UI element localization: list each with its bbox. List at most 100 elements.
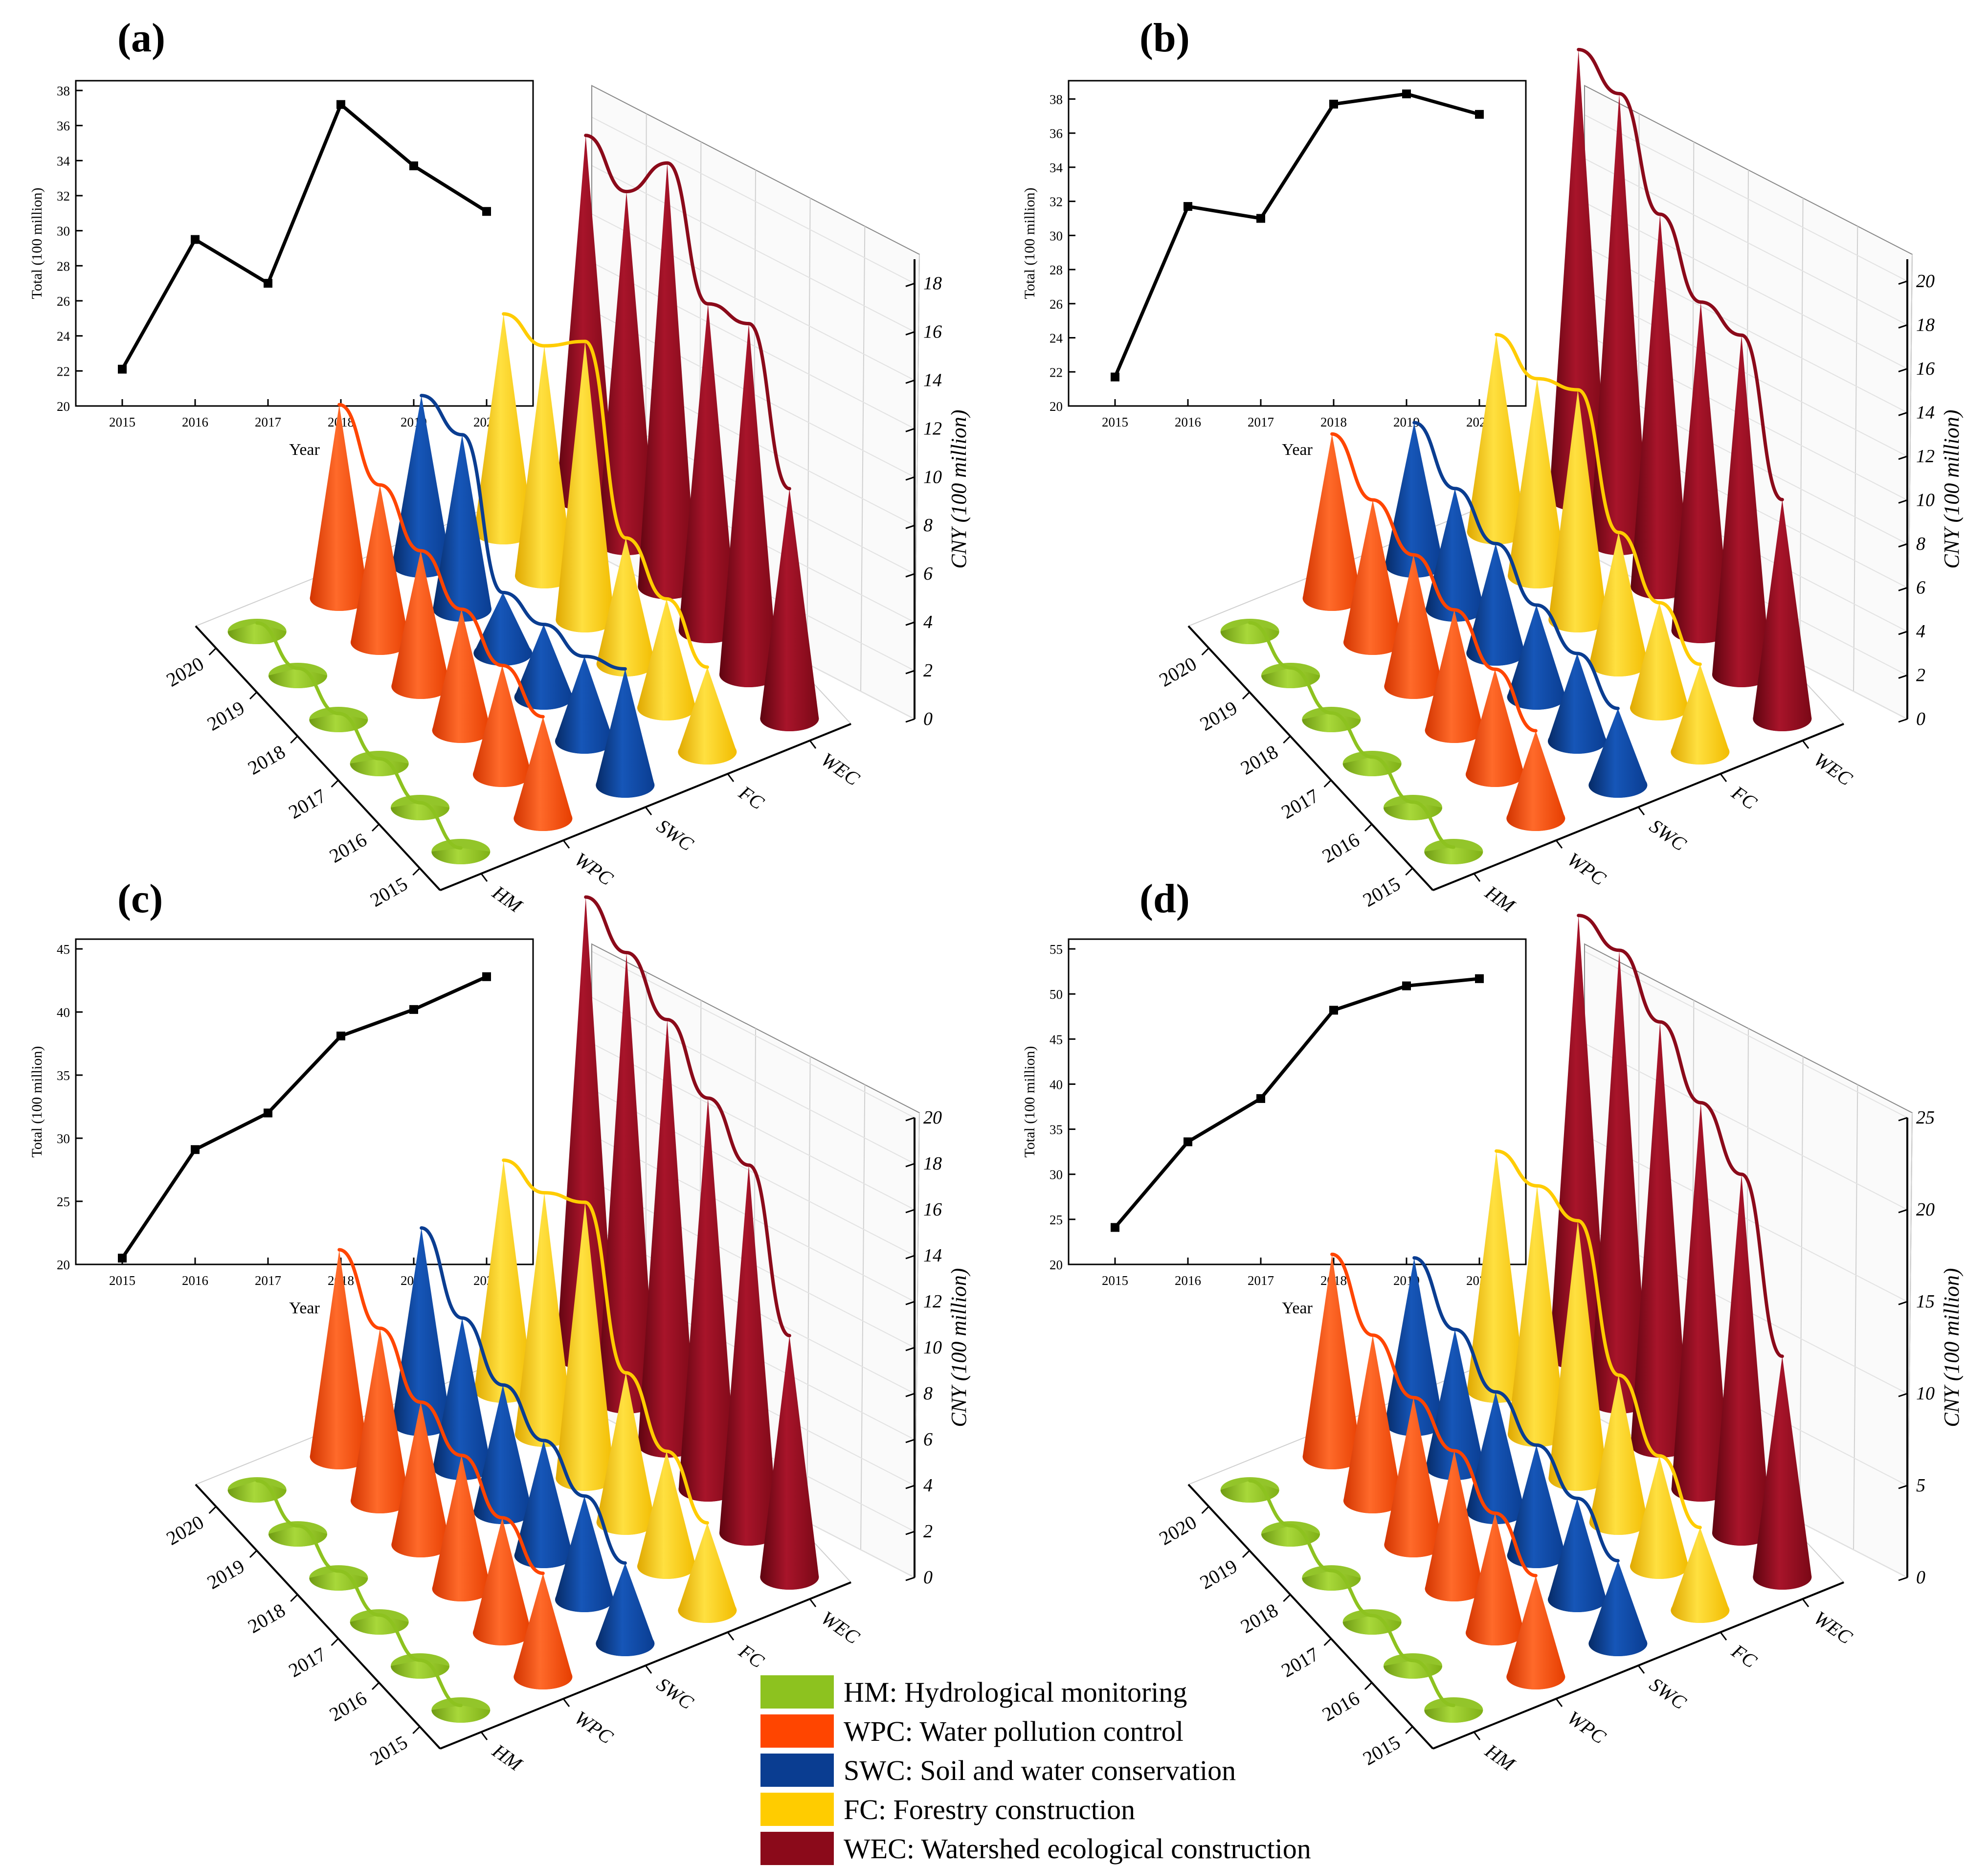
y-tick-label: 20: [1050, 399, 1063, 414]
cone-wpc-2019: [351, 1328, 409, 1513]
ridge-line-wpc: [1330, 1252, 1538, 1577]
inset-frame: [75, 80, 534, 407]
year-tick-label: 2015: [366, 873, 411, 911]
category-tick-label: WEC: [817, 1607, 864, 1649]
ridge-line-wec: [1577, 47, 1784, 501]
z-tick: [1898, 1485, 1908, 1489]
z-tick-label: 18: [923, 1153, 942, 1174]
panel-label: (a): [117, 15, 165, 61]
category-tick: [1720, 1632, 1727, 1641]
z-tick: [905, 1393, 915, 1397]
total-point: [1111, 1223, 1119, 1232]
cone-wpc-2016: [473, 665, 532, 787]
cone-body: [597, 191, 656, 555]
year-tick-label: 2018: [244, 741, 289, 779]
cone-body: [596, 669, 655, 798]
category-tick-label: WPC: [1564, 848, 1610, 890]
cone-body: [1466, 1392, 1525, 1524]
cone-body: [638, 1019, 697, 1458]
year-tick: [1201, 647, 1209, 656]
cone-body: [1425, 1451, 1484, 1601]
y-tick-label: 30: [1050, 228, 1063, 243]
z-tick: [905, 573, 915, 578]
cone-body: [351, 485, 409, 655]
cone-body: [1548, 653, 1607, 754]
z-tick: [1898, 543, 1908, 548]
z-tick: [1898, 280, 1908, 285]
cone-wpc-2019: [351, 485, 409, 655]
category-tick: [727, 1632, 735, 1641]
year-tick: [331, 1638, 339, 1646]
category-tick-label: SWC: [1646, 815, 1691, 856]
cone-hm-2019: [1261, 1521, 1320, 1547]
z-tick: [905, 1439, 915, 1443]
year-tick-label: 2017: [1277, 785, 1322, 823]
cone-body: [1548, 1498, 1607, 1612]
cone-hm-2017: [350, 1609, 409, 1635]
z-tick-label: 4: [923, 1475, 933, 1496]
cone-fc-2020: [474, 314, 533, 544]
z-tick: [1898, 1117, 1908, 1122]
category-tick: [1637, 807, 1645, 815]
z-tick: [905, 1163, 915, 1168]
x-tick-label: 2017: [1248, 1273, 1274, 1288]
cone-body: [1302, 1570, 1361, 1591]
z-tick: [905, 1117, 915, 1122]
cone-hm-2015: [1424, 839, 1483, 864]
cone-fc-2018: [556, 341, 615, 632]
cone-fc-2017: [1589, 1375, 1648, 1535]
panel-a: (a) 202224262830323436382015201620172018…: [29, 15, 971, 918]
legend-swatch-wec: [760, 1832, 834, 1865]
cone-body: [1467, 1151, 1526, 1403]
category-tick: [1637, 1665, 1645, 1674]
cone-body: [719, 323, 778, 687]
cone-fc-2018: [1548, 390, 1608, 632]
inset-line-chart: 202530354045201520162017201820192020Year…: [29, 938, 534, 1317]
ridge-line-wpc: [337, 403, 545, 719]
year-tick-label: 2020: [162, 1511, 207, 1550]
z-axis-title: CNY (100 million): [1940, 409, 1964, 568]
category-tick: [480, 1732, 488, 1740]
z-tick: [905, 1576, 915, 1581]
category-tick-label: FC: [735, 1640, 769, 1673]
year-tick-label: 2017: [285, 1643, 330, 1682]
z-tick: [1898, 368, 1908, 373]
year-tick: [412, 867, 421, 876]
ridge-line-swc: [420, 1226, 627, 1565]
year-tick: [1283, 735, 1291, 744]
cone-body: [596, 1563, 655, 1656]
cone-body: [433, 1318, 491, 1480]
year-tick: [208, 1506, 217, 1514]
back-grid-hline: [1584, 289, 1908, 457]
cone-hm-2019: [268, 663, 327, 688]
back-grid-line: [1853, 1084, 1858, 1550]
cone-body: [514, 1573, 573, 1689]
z-tick: [1898, 1393, 1908, 1397]
cone-swc-2015: [596, 669, 655, 798]
cone-hm-2020: [227, 619, 287, 644]
category-tick: [1720, 773, 1727, 782]
category-tick-label: FC: [1727, 1640, 1762, 1673]
cone-wpc-2015: [1506, 1575, 1565, 1689]
year-tick: [1242, 691, 1251, 700]
legend-swatch-swc: [760, 1754, 834, 1787]
y-tick-label: 26: [1050, 297, 1063, 312]
cone-body: [1671, 1103, 1730, 1502]
cone-body: [473, 665, 532, 787]
cone-hm-2015: [1424, 1697, 1483, 1723]
category-tick-label: WPC: [571, 848, 618, 890]
year-tick-label: 2020: [1155, 653, 1200, 691]
back-grid-hline: [591, 213, 915, 381]
cone-wpc-2016: [1466, 669, 1524, 787]
cone-body: [1302, 1254, 1362, 1469]
inset-frame: [75, 938, 534, 1265]
year-tick: [1364, 823, 1373, 832]
back-grid-hline: [591, 1043, 915, 1210]
back-grid-hline: [1584, 1135, 1908, 1302]
year-tick-label: 2016: [1318, 1687, 1363, 1726]
cone-body: [1261, 668, 1320, 688]
cone-wec-2015: [1753, 1356, 1812, 1590]
y-tick-label: 32: [57, 189, 70, 203]
z-tick-label: 20: [923, 1107, 942, 1128]
